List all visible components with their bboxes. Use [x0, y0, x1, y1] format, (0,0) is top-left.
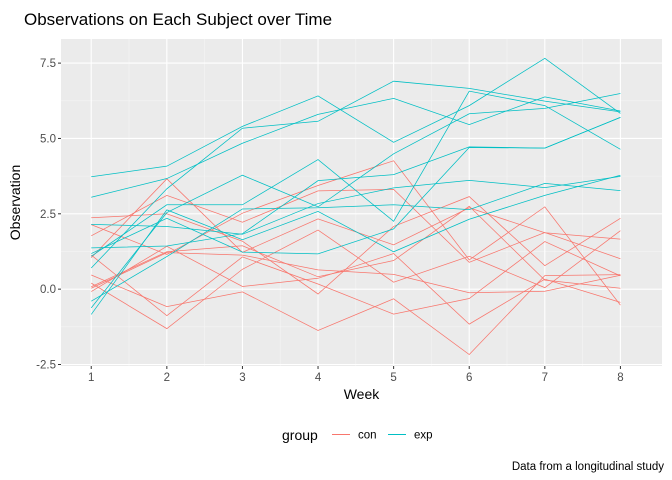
caption: Data from a longitudinal study	[512, 461, 664, 473]
series-lines	[90, 57, 621, 356]
series-line-con-8	[91, 245, 621, 325]
x-tick-label: 7	[542, 372, 548, 384]
chart-title: Observations on Each Subject over Time	[24, 10, 332, 29]
plot-panel	[61, 39, 662, 366]
series-line-con-10	[91, 160, 621, 306]
series-line-exp-20	[91, 90, 621, 257]
y-tick-label: 5.0	[40, 133, 56, 145]
series-line-exp-16	[91, 57, 621, 178]
y-tick-label: -2.5	[36, 359, 56, 371]
x-tick-label: 4	[315, 372, 322, 384]
x-tick-label: 5	[390, 372, 396, 384]
series-line-con-2	[91, 241, 621, 317]
x-tick-label: 6	[466, 372, 472, 384]
legend-label-exp: exp	[414, 430, 433, 442]
y-axis-title: Observation	[7, 165, 23, 240]
legend-label-con: con	[358, 430, 377, 442]
x-axis: 1 2 3 4 5 6 7 8	[88, 366, 624, 384]
series-line-con-1	[91, 229, 621, 330]
y-axis: -2.5 0.0 2.5 5.0 7.5	[36, 58, 61, 371]
series-line-exp-14	[90, 93, 621, 309]
series-line-exp-19	[91, 182, 621, 302]
major-gridlines	[61, 39, 662, 366]
x-tick-label: 8	[617, 372, 623, 384]
legend-title: group	[282, 427, 318, 443]
series-line-con-5	[91, 274, 621, 356]
series-line-exp-11	[91, 96, 621, 198]
x-tick-label: 3	[239, 372, 245, 384]
series-line-exp-18	[91, 117, 621, 249]
series-line-con-6	[91, 196, 621, 295]
series-line-exp-13	[91, 176, 621, 235]
x-tick-label: 1	[88, 372, 94, 384]
legend: group con exp	[282, 426, 433, 443]
series-line-exp-15	[90, 80, 621, 269]
y-tick-label: 2.5	[40, 209, 56, 221]
y-tick-label: 0.0	[40, 284, 56, 296]
series-line-con-9	[91, 205, 621, 289]
y-tick-label: 7.5	[40, 58, 56, 70]
series-line-exp-12	[90, 174, 621, 315]
x-axis-title: Week	[344, 386, 381, 402]
x-tick-label: 2	[164, 372, 170, 384]
